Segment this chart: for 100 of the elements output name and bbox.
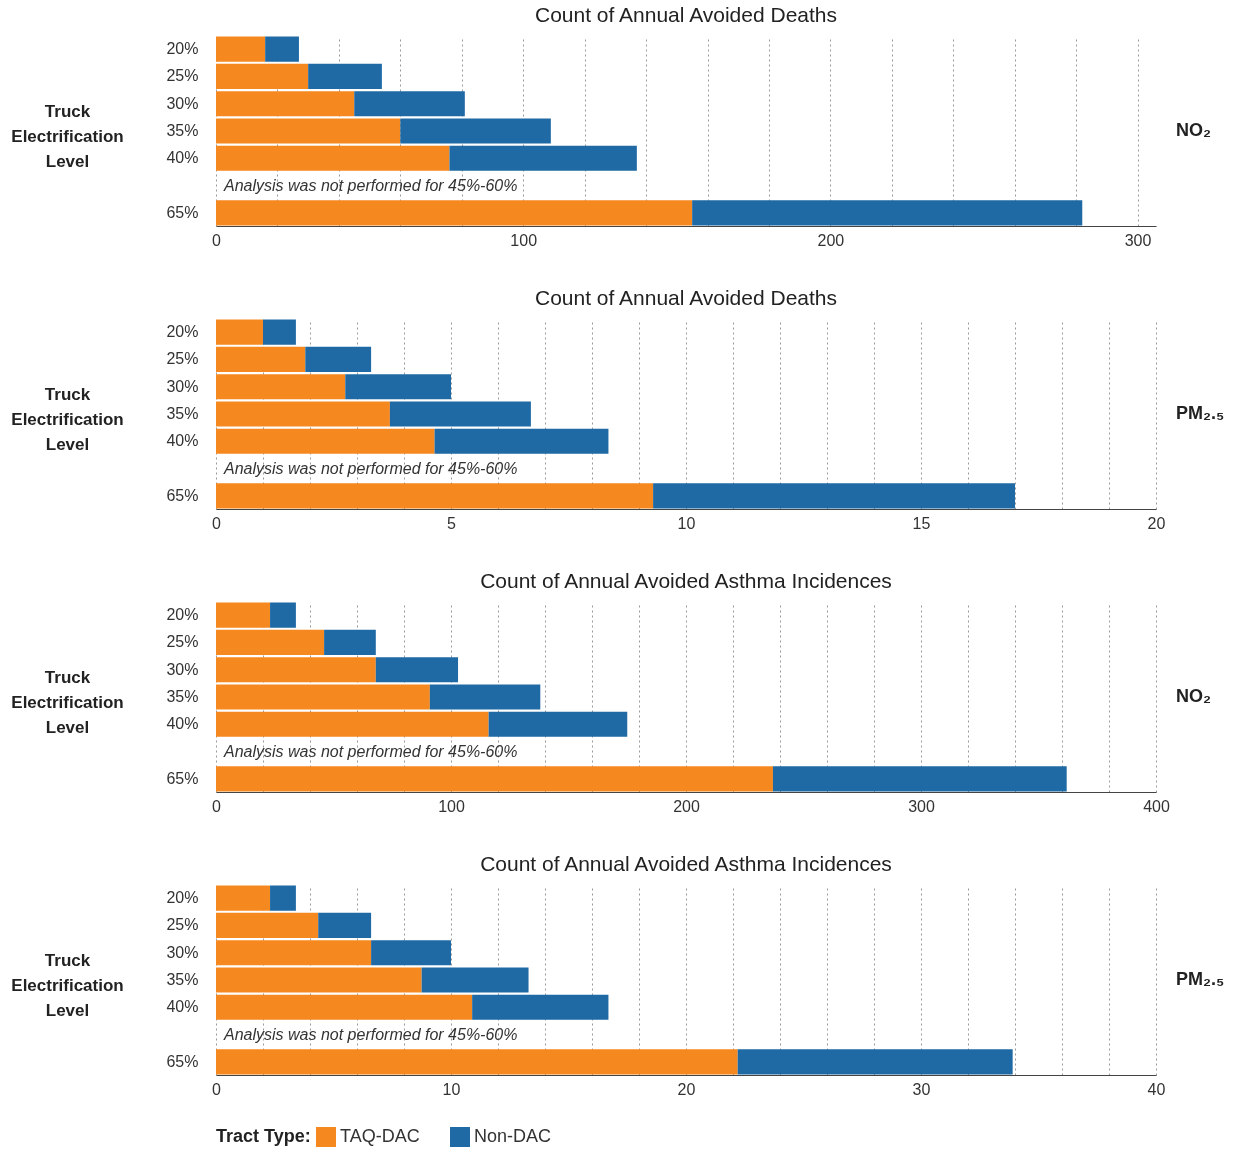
chart-title: Count of Annual Avoided Deaths (534, 286, 838, 309)
bar (345, 374, 451, 400)
bar (216, 766, 773, 792)
y-tick-label: 40% (166, 715, 199, 733)
bar (216, 711, 489, 737)
y-tick-label: 30% (166, 943, 199, 961)
bar (216, 994, 473, 1020)
bar (653, 483, 1015, 509)
y2-axis-title: NO₂ (1176, 686, 1211, 706)
x-tick-label: 30 (912, 1080, 931, 1098)
y-tick-label: 25% (166, 633, 199, 651)
bar (216, 401, 390, 427)
y2-axis-title: PM₂.₅ (1176, 969, 1225, 989)
x-tick-label: 15 (912, 514, 931, 532)
bar (216, 1049, 738, 1075)
bar (216, 629, 325, 655)
y-tick-label: 40% (166, 149, 199, 167)
x-tick-label: 100 (438, 797, 465, 815)
bar (389, 401, 531, 427)
legend-title: Tract Type: (216, 1126, 311, 1146)
bar (305, 346, 372, 372)
bar (216, 91, 355, 117)
chart-title: Count of Annual Avoided Asthma Incidences (480, 569, 892, 592)
x-tick-label: 300 (1124, 231, 1152, 249)
bar (216, 602, 271, 628)
bar (318, 912, 372, 938)
bar (216, 118, 401, 144)
bar (434, 428, 609, 454)
bar (472, 994, 609, 1020)
annotation: Analysis was not performed for 45%-60% (223, 459, 518, 477)
annotation: Analysis was not performed for 45%-60% (223, 1025, 518, 1043)
chart-title: Count of Annual Avoided Asthma Incidences (480, 852, 892, 875)
bar (216, 428, 435, 454)
bar (263, 319, 296, 345)
bar (216, 63, 309, 89)
y-tick-label: 65% (166, 203, 199, 221)
y-tick-label: 65% (166, 769, 199, 787)
bar (265, 36, 299, 62)
x-tick-label: 100 (510, 231, 538, 249)
x-tick-label: 0 (212, 514, 222, 532)
bar (216, 483, 654, 509)
y-tick-label: 25% (166, 350, 199, 368)
y-tick-label: 35% (166, 405, 199, 422)
y2-axis-title: NO₂ (1176, 120, 1211, 140)
chart-title: Count of Annual Avoided Deaths (534, 3, 838, 26)
x-tick-label: 300 (908, 797, 935, 815)
bar (216, 912, 319, 938)
bar (324, 629, 376, 655)
y-tick-label: 65% (166, 1052, 199, 1070)
bar (429, 684, 541, 710)
x-tick-label: 40 (1147, 1080, 1166, 1098)
y-tick-label: 30% (166, 660, 199, 678)
x-tick-label: 20 (677, 1080, 696, 1098)
x-tick-label: 200 (673, 797, 700, 815)
y-tick-label: 25% (166, 916, 199, 934)
bar (400, 118, 551, 144)
y-axis-title: Truck Electrification Level (11, 101, 124, 171)
y-axis-title: Truck Electrification Level (11, 667, 124, 737)
bar (449, 145, 637, 171)
bar (216, 684, 430, 710)
y-tick-label: 20% (166, 606, 199, 624)
x-tick-label: 20 (1147, 514, 1166, 532)
annotation: Analysis was not performed for 45%-60% (223, 742, 518, 760)
y-axis-title: Truck Electrification Level (11, 384, 124, 454)
bar (270, 885, 296, 911)
bar (216, 885, 271, 911)
bar (692, 200, 1083, 226)
y-tick-label: 30% (166, 377, 199, 395)
bar (488, 711, 628, 737)
bar (270, 602, 296, 628)
bar (772, 766, 1067, 792)
y-tick-label: 20% (166, 323, 199, 341)
x-tick-label: 0 (212, 797, 222, 815)
bar (354, 91, 465, 117)
x-tick-label: 10 (677, 514, 696, 532)
annotation: Analysis was not performed for 45%-60% (223, 176, 518, 194)
bar (216, 145, 450, 171)
y-tick-label: 35% (166, 122, 199, 139)
y-tick-label: 20% (166, 889, 199, 907)
y-axis-title: Truck Electrification Level (11, 950, 124, 1020)
bar (421, 967, 529, 993)
x-tick-label: 10 (442, 1080, 461, 1098)
x-tick-label: 200 (817, 231, 845, 249)
legend-label: TAQ-DAC (340, 1126, 420, 1146)
bar (216, 967, 422, 993)
y2-axis-title: PM₂.₅ (1176, 403, 1225, 423)
bar (737, 1049, 1013, 1075)
y-tick-label: 20% (166, 40, 199, 58)
bar (216, 657, 376, 683)
y-tick-label: 40% (166, 998, 199, 1016)
x-tick-label: 0 (212, 231, 222, 249)
bar (216, 200, 693, 226)
legend-label: Non-DAC (474, 1126, 552, 1146)
bar (371, 940, 451, 966)
bar (216, 940, 372, 966)
bar (216, 36, 266, 62)
y-tick-label: 65% (166, 486, 199, 504)
bar (216, 346, 306, 372)
bar (216, 319, 263, 345)
y-tick-label: 25% (166, 67, 199, 85)
